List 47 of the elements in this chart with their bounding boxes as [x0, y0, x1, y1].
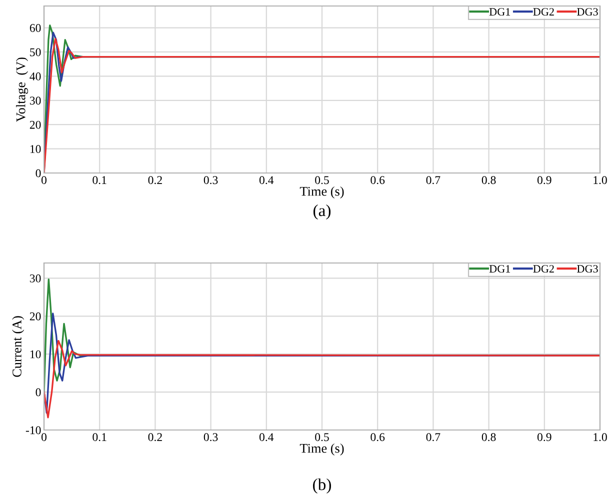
legend-label: DG2	[533, 8, 554, 16]
text: (b)	[313, 478, 331, 494]
legend-label: DG2	[533, 265, 554, 273]
y-tick-label: 50	[30, 48, 41, 56]
x-tick-label: 0.9	[537, 433, 552, 442]
y-tick-label: 30	[30, 274, 41, 282]
x-tick-label: 0.6	[370, 433, 385, 442]
x-tick-label: 0.4	[259, 433, 274, 442]
x-tick-label: 0.6	[370, 176, 385, 184]
y-axis-title: Current (A)	[12, 316, 24, 377]
legend-label: DG3	[577, 265, 598, 273]
x-tick-label: 1.0	[594, 433, 607, 442]
y-tick-label: 20	[30, 312, 41, 320]
x-tick-label: 0.7	[426, 433, 440, 442]
x-tick-label: 0.5	[315, 176, 329, 184]
x-tick-label: 0.3	[204, 176, 218, 184]
x-tick-label: 0.1	[92, 433, 106, 442]
x-axis-title: Time (s)	[300, 443, 344, 456]
x-tick-label: 0.1	[92, 176, 106, 184]
x-tick-label: 0.8	[482, 433, 496, 442]
y-tick-label: 20	[30, 120, 41, 129]
x-tick-label: 0.3	[204, 433, 218, 442]
legend-label: DG1	[489, 8, 510, 16]
y-tick-label: 10	[30, 145, 41, 154]
x-tick-label: 0.8	[482, 176, 496, 184]
y-tick-label: 30	[30, 96, 41, 105]
x-tick-label: 0.5	[315, 433, 329, 442]
y-tick-label: 0	[36, 169, 41, 178]
y-tick-label: 10	[30, 350, 41, 358]
y-tick-label: -10	[26, 426, 41, 434]
x-tick-label: 0	[42, 433, 46, 442]
x-tick-label: 1.0	[594, 176, 607, 184]
x-tick-label: 0.9	[537, 176, 552, 184]
legend-label: DG3	[577, 8, 598, 16]
x-tick-label: 0.2	[148, 176, 162, 184]
y-tick-label: 0	[36, 388, 41, 396]
x-tick-label: 0.4	[259, 176, 274, 184]
x-tick-label: 0.2	[148, 433, 162, 442]
x-tick-label: 0.7	[426, 176, 440, 184]
x-axis-title: Time (s)	[300, 186, 344, 198]
x-tick-label: 0	[42, 176, 46, 184]
y-axis-title: Voltage (V)	[16, 58, 28, 122]
legend-label: DG1	[489, 265, 510, 273]
text: (a)	[313, 204, 331, 220]
y-tick-label: 60	[30, 24, 41, 32]
y-tick-label: 40	[30, 72, 41, 80]
line-series	[44, 340, 600, 418]
